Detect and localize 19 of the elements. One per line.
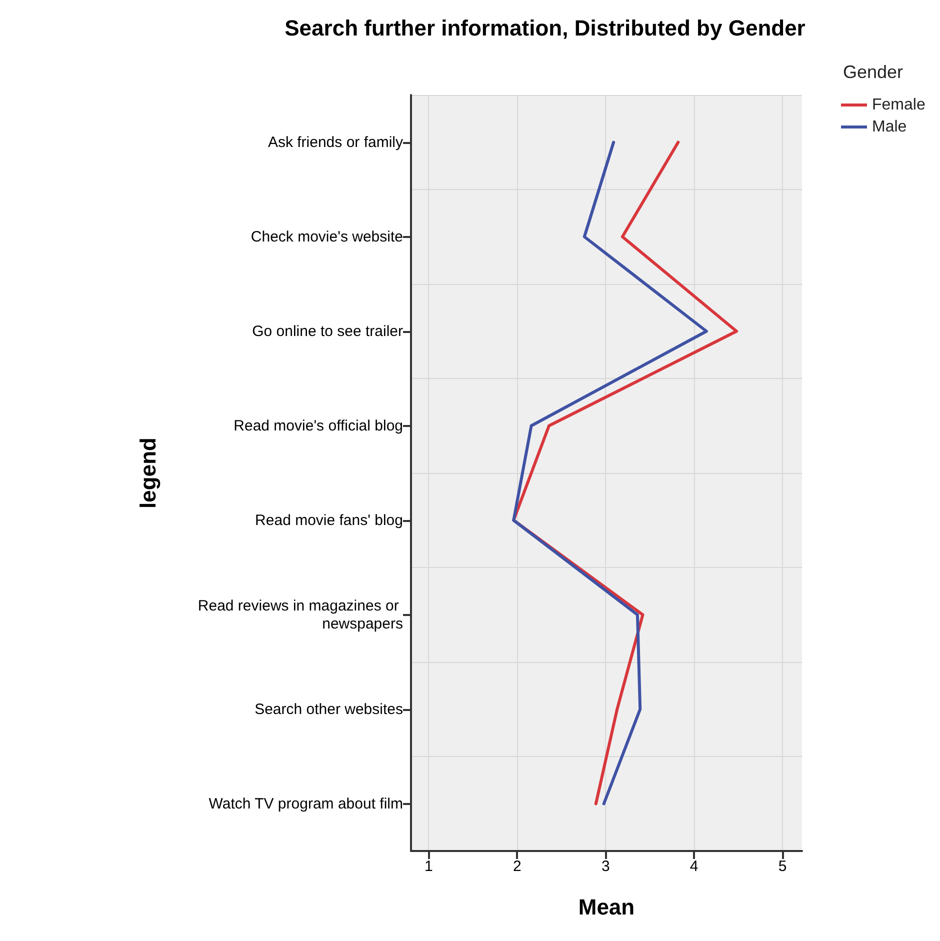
legend-title: Gender: [843, 62, 904, 82]
y-tick-label: Ask friends or family: [268, 134, 404, 151]
y-tick-label: Go online to see trailer: [252, 322, 403, 340]
x-tick-label: 4: [690, 858, 698, 875]
x-tick-label: 1: [424, 858, 433, 875]
y-tick-label: Read movie's official blog: [234, 417, 403, 434]
y-tick-label: Watch TV program about film: [208, 795, 403, 812]
x-axis-title: Mean: [578, 894, 635, 920]
y-tick-label: Check movie's website: [250, 228, 403, 246]
legend-label: Female: [872, 96, 926, 114]
y-axis-title: legend: [136, 438, 161, 508]
chart-title: Search further information, Distributed by Gender: [284, 16, 806, 40]
x-tick-label: 5: [778, 858, 787, 875]
y-tick-label: Search other websites: [254, 700, 403, 718]
y-tick-label: Read reviews in magazines or newspapers: [198, 597, 403, 632]
x-tick-label: 3: [601, 858, 610, 875]
y-tick-label: Read movie fans' blog: [255, 512, 403, 529]
legend-label: Male: [872, 118, 907, 136]
x-tick-label: 2: [512, 858, 522, 875]
